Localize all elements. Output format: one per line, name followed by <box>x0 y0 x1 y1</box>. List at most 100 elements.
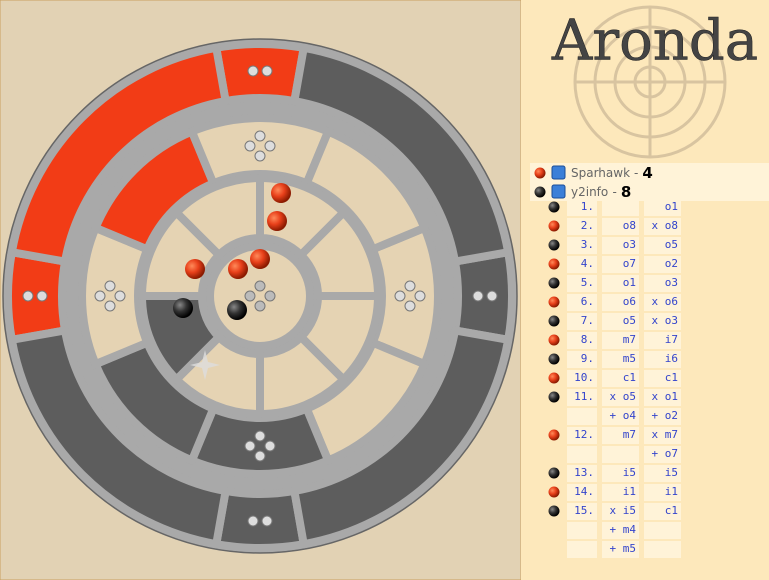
cell-dot <box>404 300 416 312</box>
player-icon <box>551 165 566 180</box>
player-icon <box>551 184 566 199</box>
move-b[interactable]: o3 <box>665 276 678 289</box>
move-piece <box>548 429 560 441</box>
board-cell[interactable] <box>290 326 513 549</box>
red-stone <box>228 259 248 279</box>
move-a-cell <box>602 370 639 387</box>
move-a-cell <box>602 484 639 501</box>
move-a[interactable]: x o5 <box>610 390 637 403</box>
move-b[interactable]: o5 <box>665 238 678 251</box>
board-cell[interactable] <box>7 43 230 266</box>
move-a[interactable]: o5 <box>623 314 636 327</box>
move-a[interactable]: m7 <box>623 333 636 346</box>
player-piece <box>534 186 546 198</box>
move-number: 12. <box>574 428 594 441</box>
move-num-cell <box>567 427 597 444</box>
cell-dot <box>254 430 266 442</box>
move-b-cell <box>644 484 681 501</box>
move-b[interactable]: + o2 <box>652 409 679 422</box>
move-a[interactable]: o8 <box>623 219 636 232</box>
move-a-cell <box>602 351 639 368</box>
move-b[interactable]: x o6 <box>652 295 679 308</box>
move-num-cell <box>567 370 597 387</box>
cell-dot <box>486 290 498 302</box>
move-num-cell <box>567 408 597 425</box>
cell-dot <box>261 65 273 77</box>
move-b-cell <box>644 541 681 558</box>
move-a[interactable]: x i5 <box>610 504 637 517</box>
move-a[interactable]: o6 <box>623 295 636 308</box>
move-number: 4. <box>581 257 594 270</box>
move-b-cell <box>644 465 681 482</box>
move-number: 2. <box>581 219 594 232</box>
move-b[interactable]: i5 <box>665 466 678 479</box>
move-a[interactable]: + m5 <box>610 542 637 555</box>
red-stone <box>267 211 287 231</box>
move-b-cell <box>644 332 681 349</box>
board-cell[interactable] <box>212 40 308 106</box>
move-b[interactable]: o1 <box>665 200 678 213</box>
move-b[interactable]: i1 <box>665 485 678 498</box>
move-piece <box>548 201 560 213</box>
move-a[interactable]: c1 <box>623 371 636 384</box>
logo <box>573 5 727 159</box>
move-piece <box>548 296 560 308</box>
move-a[interactable]: + m4 <box>610 523 637 536</box>
move-b[interactable]: o2 <box>665 257 678 270</box>
move-num-cell <box>567 351 597 368</box>
move-b-cell <box>644 294 681 311</box>
red-stone <box>185 259 205 279</box>
move-piece <box>548 258 560 270</box>
move-b[interactable]: x m7 <box>652 428 679 441</box>
move-b-cell <box>644 313 681 330</box>
move-number: 14. <box>574 485 594 498</box>
move-b[interactable]: c1 <box>665 371 678 384</box>
board[interactable] <box>2 38 518 554</box>
move-piece <box>548 467 560 479</box>
move-a[interactable]: i5 <box>623 466 636 479</box>
move-a[interactable]: o3 <box>623 238 636 251</box>
move-b-cell <box>644 503 681 520</box>
board-cell[interactable] <box>7 326 230 549</box>
move-a[interactable]: o1 <box>623 276 636 289</box>
cell-dot <box>261 515 273 527</box>
move-num-cell <box>567 294 597 311</box>
move-a-cell <box>602 465 639 482</box>
move-a[interactable]: o7 <box>623 257 636 270</box>
move-number: 11. <box>574 390 594 403</box>
move-a[interactable]: i1 <box>623 485 636 498</box>
move-b[interactable]: + o7 <box>652 447 679 460</box>
move-a[interactable]: m5 <box>623 352 636 365</box>
move-piece <box>548 353 560 365</box>
move-a[interactable]: + o4 <box>610 409 637 422</box>
move-b-cell <box>644 389 681 406</box>
move-num-cell <box>567 503 597 520</box>
move-a-cell <box>602 389 639 406</box>
cell-dot <box>414 290 426 302</box>
player-score: 8 <box>621 183 631 201</box>
move-b[interactable]: i7 <box>665 333 678 346</box>
board-cell[interactable] <box>297 208 382 300</box>
move-b[interactable]: c1 <box>665 504 678 517</box>
move-a-cell <box>602 218 639 235</box>
move-piece <box>548 372 560 384</box>
player-score: 4 <box>642 164 652 182</box>
move-number: 9. <box>581 352 594 365</box>
move-b[interactable]: x o1 <box>652 390 679 403</box>
red-stone <box>250 249 270 269</box>
move-b-cell <box>644 218 681 235</box>
move-b[interactable]: x o3 <box>652 314 679 327</box>
move-a-cell <box>602 256 639 273</box>
board-cell[interactable] <box>212 486 308 552</box>
black-stone <box>173 298 193 318</box>
cell-dot <box>244 140 256 152</box>
move-num-cell <box>567 256 597 273</box>
move-a[interactable]: m7 <box>623 428 636 441</box>
move-b[interactable]: x o8 <box>652 219 679 232</box>
board-cell[interactable] <box>290 43 513 266</box>
move-b[interactable]: i6 <box>665 352 678 365</box>
move-piece <box>548 239 560 251</box>
cell-dot <box>264 440 276 452</box>
move-b-cell <box>644 446 681 463</box>
